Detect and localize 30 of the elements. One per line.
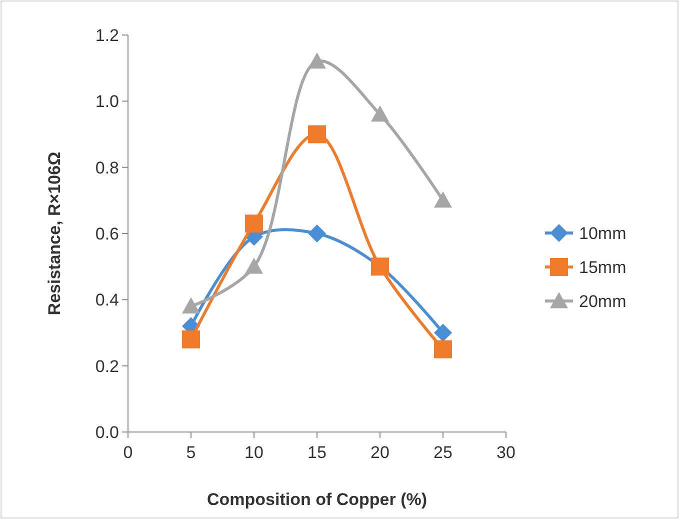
- y-tick-label: 0.4: [95, 290, 119, 310]
- y-tick-label: 1.0: [95, 92, 119, 112]
- x-tick-label: 10: [244, 443, 264, 462]
- point: [308, 125, 326, 144]
- point: [245, 258, 263, 274]
- x-tick-label: 20: [370, 443, 390, 462]
- y-tick-label: 0.2: [95, 356, 119, 376]
- y-axis-title: Resistance, R×106Ω: [45, 152, 64, 316]
- point: [182, 297, 200, 314]
- point: [308, 224, 326, 242]
- point: [245, 214, 263, 233]
- point: [308, 52, 326, 69]
- x-tick-label: 15: [308, 443, 326, 462]
- x-tick-label: 30: [496, 443, 516, 462]
- legend-label: 15mm: [579, 258, 626, 277]
- point: [182, 330, 200, 348]
- y-tick-label: 0.0: [95, 422, 119, 442]
- x-tick-label: 5: [186, 443, 196, 462]
- y-tick-label: 0.8: [95, 158, 119, 178]
- point: [434, 191, 452, 208]
- point: [371, 105, 389, 122]
- legend-label: 20mm: [579, 292, 626, 311]
- x-axis-title: Composition of Copper (%): [206, 490, 428, 509]
- point: [434, 340, 452, 358]
- y-tick-label: 0.6: [95, 224, 119, 244]
- y-tick-label: 1.2: [95, 26, 119, 45]
- legend-label: 10mm: [579, 224, 626, 243]
- point: [434, 324, 452, 342]
- x-tick-label: 25: [434, 443, 452, 462]
- x-tick-label: 0: [123, 443, 133, 462]
